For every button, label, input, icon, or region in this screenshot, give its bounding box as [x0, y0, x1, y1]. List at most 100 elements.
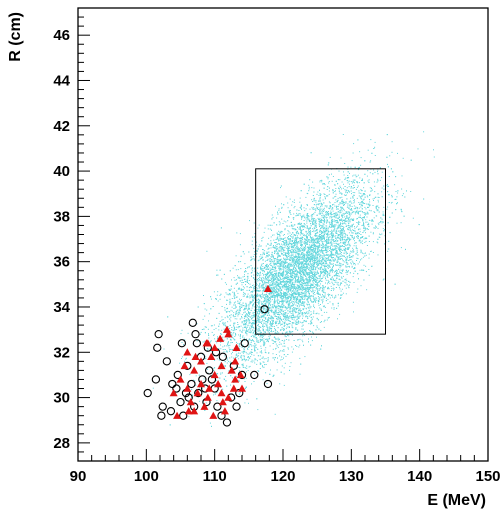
cloud-dot: [300, 278, 302, 280]
cloud-dot: [318, 243, 320, 244]
cloud-dot: [349, 239, 351, 241]
cloud-dot: [333, 225, 334, 227]
cloud-dot: [294, 228, 296, 230]
cloud-dot: [320, 271, 322, 273]
cloud-dot: [341, 294, 343, 296]
cloud-dot: [272, 305, 273, 307]
cloud-dot: [352, 197, 354, 199]
cloud-dot: [246, 367, 248, 369]
cloud-dot: [304, 254, 306, 256]
cloud-dot: [227, 321, 229, 323]
cloud-dot: [236, 290, 238, 292]
cloud-dot: [322, 241, 324, 243]
cloud-dot: [278, 294, 280, 296]
cloud-dot: [299, 201, 301, 203]
cloud-dot: [261, 278, 262, 280]
cloud-dot: [332, 287, 334, 289]
cloud-dot: [360, 217, 362, 219]
cloud-dot: [302, 313, 304, 315]
cloud-dot: [261, 285, 263, 287]
cloud-dot: [282, 304, 284, 306]
cloud-dot: [249, 365, 251, 367]
cloud-dot: [286, 252, 288, 254]
cloud-dot: [282, 313, 284, 315]
cloud-dot: [314, 286, 316, 288]
cloud-dot: [365, 240, 367, 242]
cloud-dot: [283, 285, 285, 286]
cloud-dot: [333, 260, 335, 262]
cloud-dot: [299, 274, 301, 276]
cloud-dot: [306, 267, 308, 269]
cloud-dot: [348, 237, 349, 239]
cloud-dot: [288, 216, 289, 217]
cloud-dot: [291, 286, 293, 288]
cloud-dot: [289, 282, 291, 284]
cloud-dot: [308, 220, 310, 221]
cloud-dot: [324, 184, 326, 186]
cloud-dot: [298, 287, 300, 289]
cloud-dot: [284, 309, 286, 311]
cloud-dot: [241, 341, 243, 343]
cloud-dot: [326, 206, 328, 208]
cloud-dot: [357, 185, 359, 187]
cloud-dot: [291, 317, 293, 319]
cloud-dot: [315, 201, 317, 203]
cloud-dot: [265, 282, 267, 284]
cloud-dot: [250, 361, 252, 363]
cloud-dot: [352, 211, 354, 213]
cloud-dot: [254, 349, 256, 351]
cloud-dot: [311, 289, 313, 291]
cloud-dot: [255, 337, 257, 338]
cloud-dot: [307, 281, 309, 283]
cloud-dot: [345, 272, 347, 274]
cloud-dot: [245, 284, 246, 286]
cloud-dot: [278, 310, 280, 312]
cloud-dot: [316, 231, 318, 233]
cloud-dot: [311, 295, 313, 297]
cloud-dot: [363, 212, 365, 214]
cloud-dot: [284, 316, 286, 318]
cloud-dot: [302, 239, 303, 241]
cloud-dot: [344, 202, 346, 204]
cloud-dot: [277, 314, 278, 315]
cloud-dot: [284, 249, 286, 251]
cloud-dot: [330, 253, 332, 255]
cloud-dot: [272, 260, 274, 262]
cloud-dot: [276, 312, 278, 314]
cloud-dot: [346, 255, 348, 257]
cloud-dot: [291, 272, 293, 274]
cloud-dot: [316, 336, 317, 338]
cloud-dot: [339, 232, 341, 234]
cloud-dot: [283, 306, 285, 308]
cloud-dot: [374, 146, 376, 148]
cloud-dot: [254, 362, 256, 364]
cloud-dot: [308, 231, 310, 233]
cloud-dot: [349, 212, 351, 214]
cloud-dot: [346, 257, 348, 259]
cloud-dot: [329, 259, 331, 261]
cloud-dot: [317, 207, 319, 209]
cloud-dot: [368, 205, 370, 207]
cloud-dot: [348, 266, 350, 268]
cloud-dot: [312, 218, 314, 220]
cloud-dot: [258, 274, 260, 276]
cloud-dot: [313, 207, 315, 209]
cloud-dot: [264, 302, 266, 304]
cloud-dot: [258, 285, 260, 286]
cloud-dot: [308, 297, 310, 299]
cloud-dot: [338, 245, 340, 247]
cloud-dot: [297, 233, 299, 234]
cloud-dot: [216, 274, 217, 276]
cloud-dot: [291, 351, 293, 353]
cloud-dot: [371, 219, 373, 220]
cloud-dot: [340, 212, 342, 214]
cloud-dot: [252, 285, 253, 286]
cloud-dot: [275, 264, 277, 266]
cloud-dot: [288, 268, 290, 270]
cloud-dot: [383, 206, 385, 208]
cloud-dot: [300, 230, 302, 232]
cloud-dot: [314, 227, 316, 229]
cloud-dot: [318, 289, 320, 291]
cloud-dot: [267, 359, 269, 361]
cloud-dot: [356, 226, 357, 228]
